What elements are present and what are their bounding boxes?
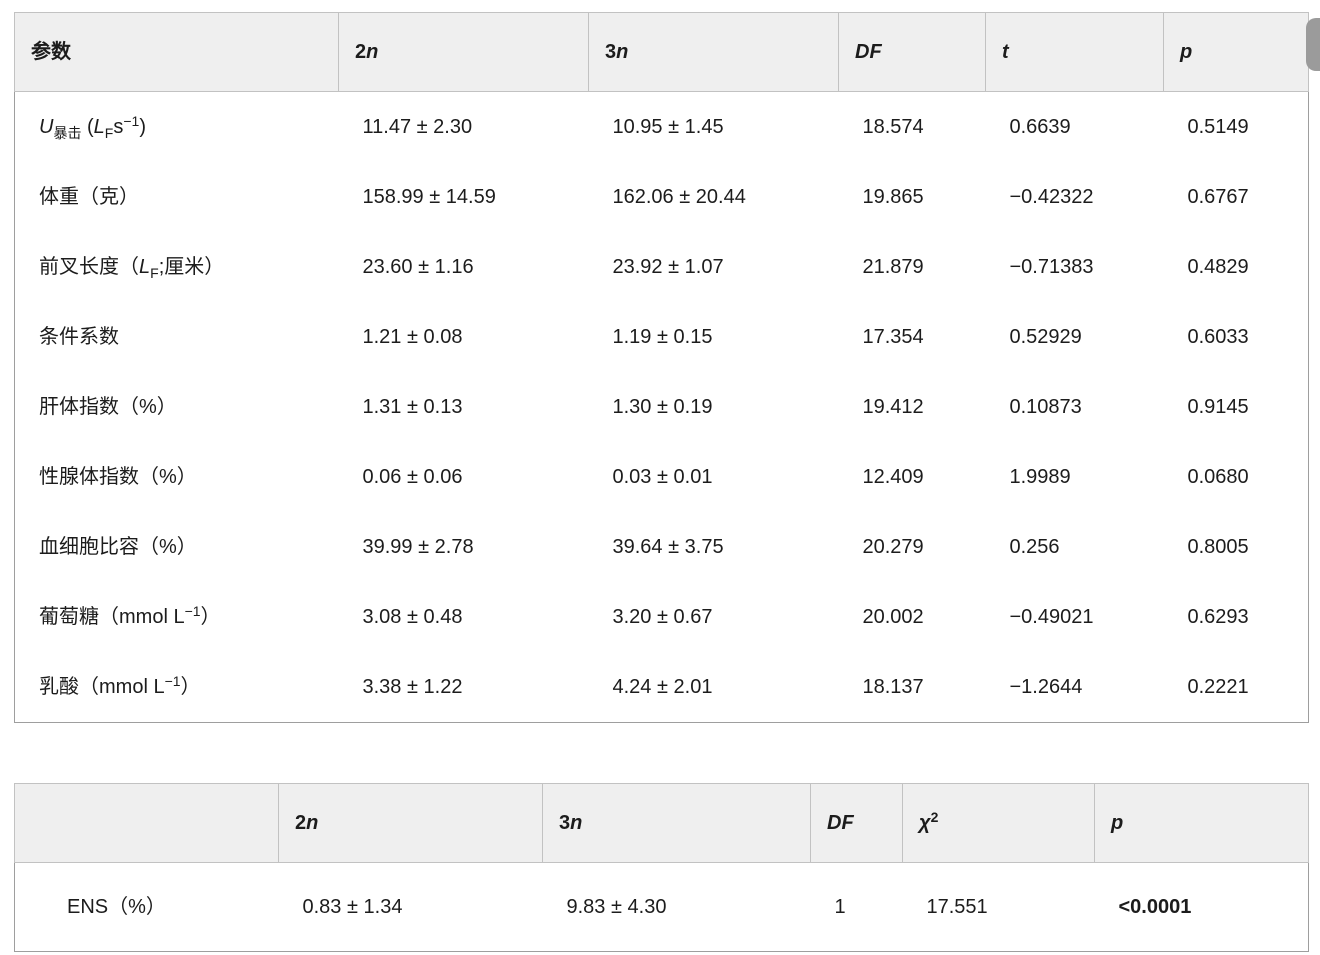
- header-df: DF: [810, 783, 903, 863]
- value-cell: 4.24 ± 2.01: [588, 652, 839, 723]
- header-3n: 3n: [588, 12, 839, 92]
- value-cell: −0.42322: [985, 162, 1164, 232]
- value-cell: 0.2221: [1163, 652, 1309, 723]
- value-cell: 0.256: [985, 512, 1164, 582]
- table-row: 条件系数 1.21 ± 0.08 1.19 ± 0.15 17.354 0.52929 0…: [14, 302, 1309, 372]
- value-cell: 9.83 ± 4.30: [542, 862, 811, 952]
- value-cell: 0.5149: [1163, 91, 1309, 162]
- value-cell: 1.9989: [985, 442, 1164, 512]
- value-cell: 1: [810, 862, 903, 952]
- value-cell: 0.4829: [1163, 232, 1309, 302]
- header-empty: [14, 783, 279, 863]
- value-cell: 20.279: [838, 512, 986, 582]
- value-cell: 158.99 ± 14.59: [338, 162, 589, 232]
- table-row: 体重（克） 158.99 ± 14.59 162.06 ± 20.44 19.865−…: [14, 162, 1309, 232]
- header-row: 参数 2n 3n DF t p: [14, 12, 1309, 92]
- value-cell: 19.865: [838, 162, 986, 232]
- value-cell: 21.879: [838, 232, 986, 302]
- table-row: U暴击 (LFs−1) 11.47 ± 2.30 10.95 ± 1.45 18.57…: [14, 91, 1309, 162]
- value-cell: <0.0001: [1094, 862, 1309, 952]
- value-cell: 1.21 ± 0.08: [338, 302, 589, 372]
- header-parameter: 参数: [14, 12, 339, 92]
- table-row: 肝体指数（%） 1.31 ± 0.13 1.30 ± 0.19 19.412 0.108…: [14, 372, 1309, 442]
- value-cell: 0.0680: [1163, 442, 1309, 512]
- param-cell: 体重（克）: [14, 162, 339, 232]
- value-cell: 39.64 ± 3.75: [588, 512, 839, 582]
- param-cell: U暴击 (LFs−1): [14, 91, 339, 162]
- scrollbar-thumb[interactable]: [1306, 18, 1320, 71]
- header-df: DF: [838, 12, 986, 92]
- header-3n: 3n: [542, 783, 811, 863]
- param-cell: 葡萄糖（mmol L−1）: [14, 582, 339, 652]
- value-cell: 1.31 ± 0.13: [338, 372, 589, 442]
- param-cell: 乳酸（mmol L−1）: [14, 652, 339, 723]
- value-cell: 162.06 ± 20.44: [588, 162, 839, 232]
- value-cell: 0.03 ± 0.01: [588, 442, 839, 512]
- value-cell: 12.409: [838, 442, 986, 512]
- value-cell: 0.8005: [1163, 512, 1309, 582]
- param-cell: ENS（%）: [14, 862, 279, 952]
- value-cell: −0.49021: [985, 582, 1164, 652]
- param-cell: 前叉长度（LF;厘米）: [14, 232, 339, 302]
- value-cell: 17.354: [838, 302, 986, 372]
- table-row: ENS（%） 0.83 ± 1.34 9.83 ± 4.30 1 17.551 <0.00…: [14, 862, 1309, 952]
- value-cell: 10.95 ± 1.45: [588, 91, 839, 162]
- header-chi2: χ2: [902, 783, 1095, 863]
- parameters-table: 参数 2n 3n DF t p U暴击 (LFs−1) 11.47 ± 2.30 1…: [14, 12, 1309, 723]
- value-cell: 0.52929: [985, 302, 1164, 372]
- value-cell: 19.412: [838, 372, 986, 442]
- header-p: p: [1094, 783, 1309, 863]
- value-cell: −0.71383: [985, 232, 1164, 302]
- parameters-table-body: U暴击 (LFs−1) 11.47 ± 2.30 10.95 ± 1.45 18.57…: [14, 91, 1309, 723]
- value-cell: 1.30 ± 0.19: [588, 372, 839, 442]
- value-cell: 20.002: [838, 582, 986, 652]
- table-row: 血细胞比容（%） 39.99 ± 2.78 39.64 ± 3.75 20.279 0.…: [14, 512, 1309, 582]
- table-row: 葡萄糖（mmol L−1） 3.08 ± 0.48 3.20 ± 0.67 20.00…: [14, 582, 1309, 652]
- header-2n: 2n: [278, 783, 543, 863]
- value-cell: 0.06 ± 0.06: [338, 442, 589, 512]
- value-cell: 18.137: [838, 652, 986, 723]
- ens-table-header: 2n 3n DF χ2 p: [14, 783, 1309, 863]
- value-cell: 0.6293: [1163, 582, 1309, 652]
- value-cell: 3.08 ± 0.48: [338, 582, 589, 652]
- value-cell: 11.47 ± 2.30: [338, 91, 589, 162]
- table-row: 前叉长度（LF;厘米） 23.60 ± 1.16 23.92 ± 1.07 21.87…: [14, 232, 1309, 302]
- table-row: 乳酸（mmol L−1） 3.38 ± 1.22 4.24 ± 2.01 18.137…: [14, 652, 1309, 723]
- param-cell: 性腺体指数（%）: [14, 442, 339, 512]
- param-cell: 血细胞比容（%）: [14, 512, 339, 582]
- ens-table-body: ENS（%） 0.83 ± 1.34 9.83 ± 4.30 1 17.551 <0.00…: [14, 862, 1309, 952]
- value-cell: 3.20 ± 0.67: [588, 582, 839, 652]
- value-cell: 0.6767: [1163, 162, 1309, 232]
- value-cell: 23.92 ± 1.07: [588, 232, 839, 302]
- header-t: t: [985, 12, 1164, 92]
- value-cell: 1.19 ± 0.15: [588, 302, 839, 372]
- table-row: 性腺体指数（%） 0.06 ± 0.06 0.03 ± 0.01 12.409 1.99…: [14, 442, 1309, 512]
- value-cell: 0.83 ± 1.34: [278, 862, 543, 952]
- value-cell: 18.574: [838, 91, 986, 162]
- header-2n: 2n: [338, 12, 589, 92]
- value-cell: 0.9145: [1163, 372, 1309, 442]
- value-cell: 17.551: [902, 862, 1095, 952]
- value-cell: 3.38 ± 1.22: [338, 652, 589, 723]
- param-cell: 肝体指数（%）: [14, 372, 339, 442]
- value-cell: 0.6033: [1163, 302, 1309, 372]
- value-cell: −1.2644: [985, 652, 1164, 723]
- value-cell: 23.60 ± 1.16: [338, 232, 589, 302]
- value-cell: 0.6639: [985, 91, 1164, 162]
- param-cell: 条件系数: [14, 302, 339, 372]
- value-cell: 0.10873: [985, 372, 1164, 442]
- ens-table: 2n 3n DF χ2 p ENS（%） 0.83 ± 1.34 9.83 ± 4.…: [14, 783, 1309, 952]
- value-cell: 39.99 ± 2.78: [338, 512, 589, 582]
- header-row: 2n 3n DF χ2 p: [14, 783, 1309, 863]
- header-p: p: [1163, 12, 1309, 92]
- parameters-table-header: 参数 2n 3n DF t p: [14, 12, 1309, 92]
